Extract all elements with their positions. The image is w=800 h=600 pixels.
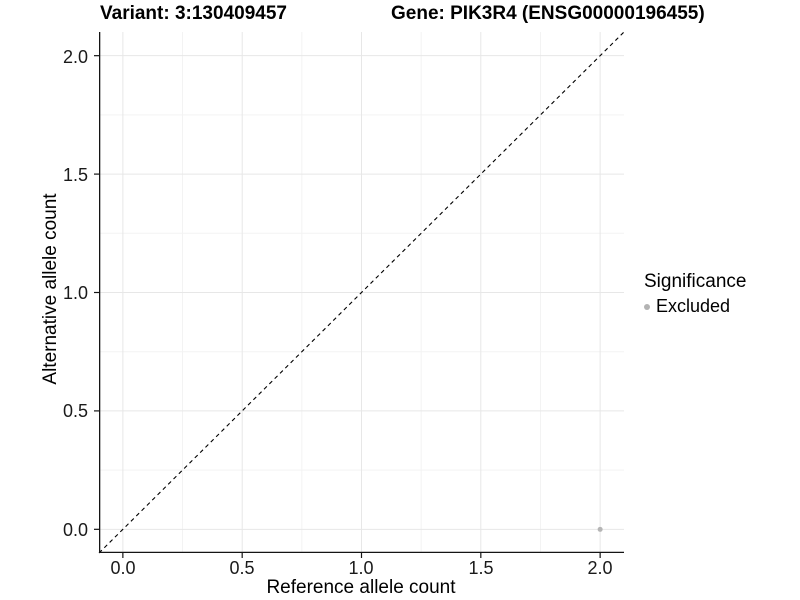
legend: Significance Excluded	[644, 271, 746, 317]
x-tick-label: 0.5	[229, 558, 255, 578]
x-axis-title: Reference allele count	[266, 577, 456, 598]
y-tick-label: 1.0	[62, 283, 88, 303]
plot-panel	[94, 32, 625, 558]
gene-title: Gene: PIK3R4 (ENSG00000196455)	[391, 3, 705, 24]
y-tick-label: 0.0	[62, 520, 88, 540]
y-tick-label: 2.0	[62, 47, 88, 67]
data-point	[597, 526, 603, 532]
identity-dashed-line	[98, 32, 625, 554]
x-tick-label: 1.5	[468, 558, 494, 578]
legend-title: Significance	[644, 271, 747, 292]
legend-key-dot-icon	[644, 303, 650, 310]
legend-item-label: Excluded	[656, 296, 731, 316]
legend-item-excluded: Excluded	[644, 296, 746, 317]
y-tick-label: 1.5	[62, 165, 88, 185]
x-tick-label: 0.0	[110, 558, 136, 578]
x-tick-label: 1.0	[348, 558, 374, 578]
x-tick-label: 2.0	[587, 558, 613, 578]
variant-title: Variant: 3:130409457	[100, 3, 287, 24]
y-tick-label: 0.5	[62, 401, 88, 421]
